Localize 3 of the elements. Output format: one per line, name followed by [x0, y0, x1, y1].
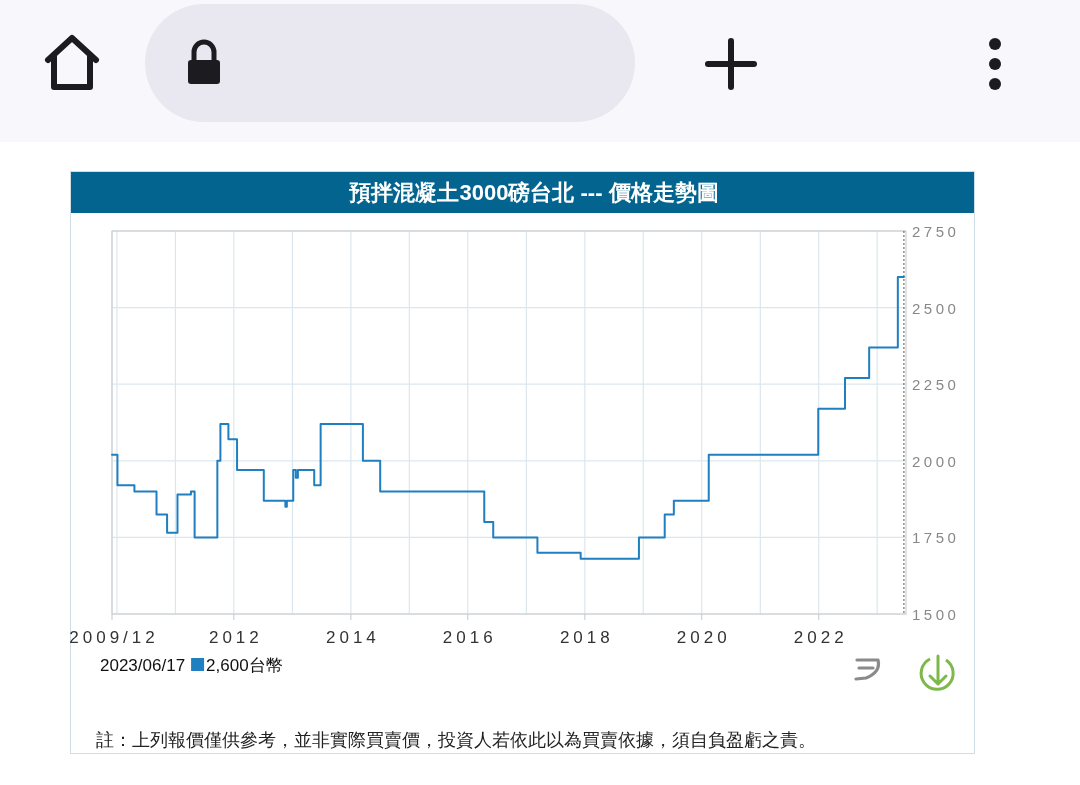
title: 預拌混凝土3000磅台北 --- 價格走勢圖 — [349, 180, 719, 205]
annotation: 註：上列報價僅供參考，並非實際買賣價，投資人若依此以為買賣依據，須自負盈虧之責。 — [96, 730, 816, 750]
legend-title: 2023/06/17 — [100, 656, 186, 675]
